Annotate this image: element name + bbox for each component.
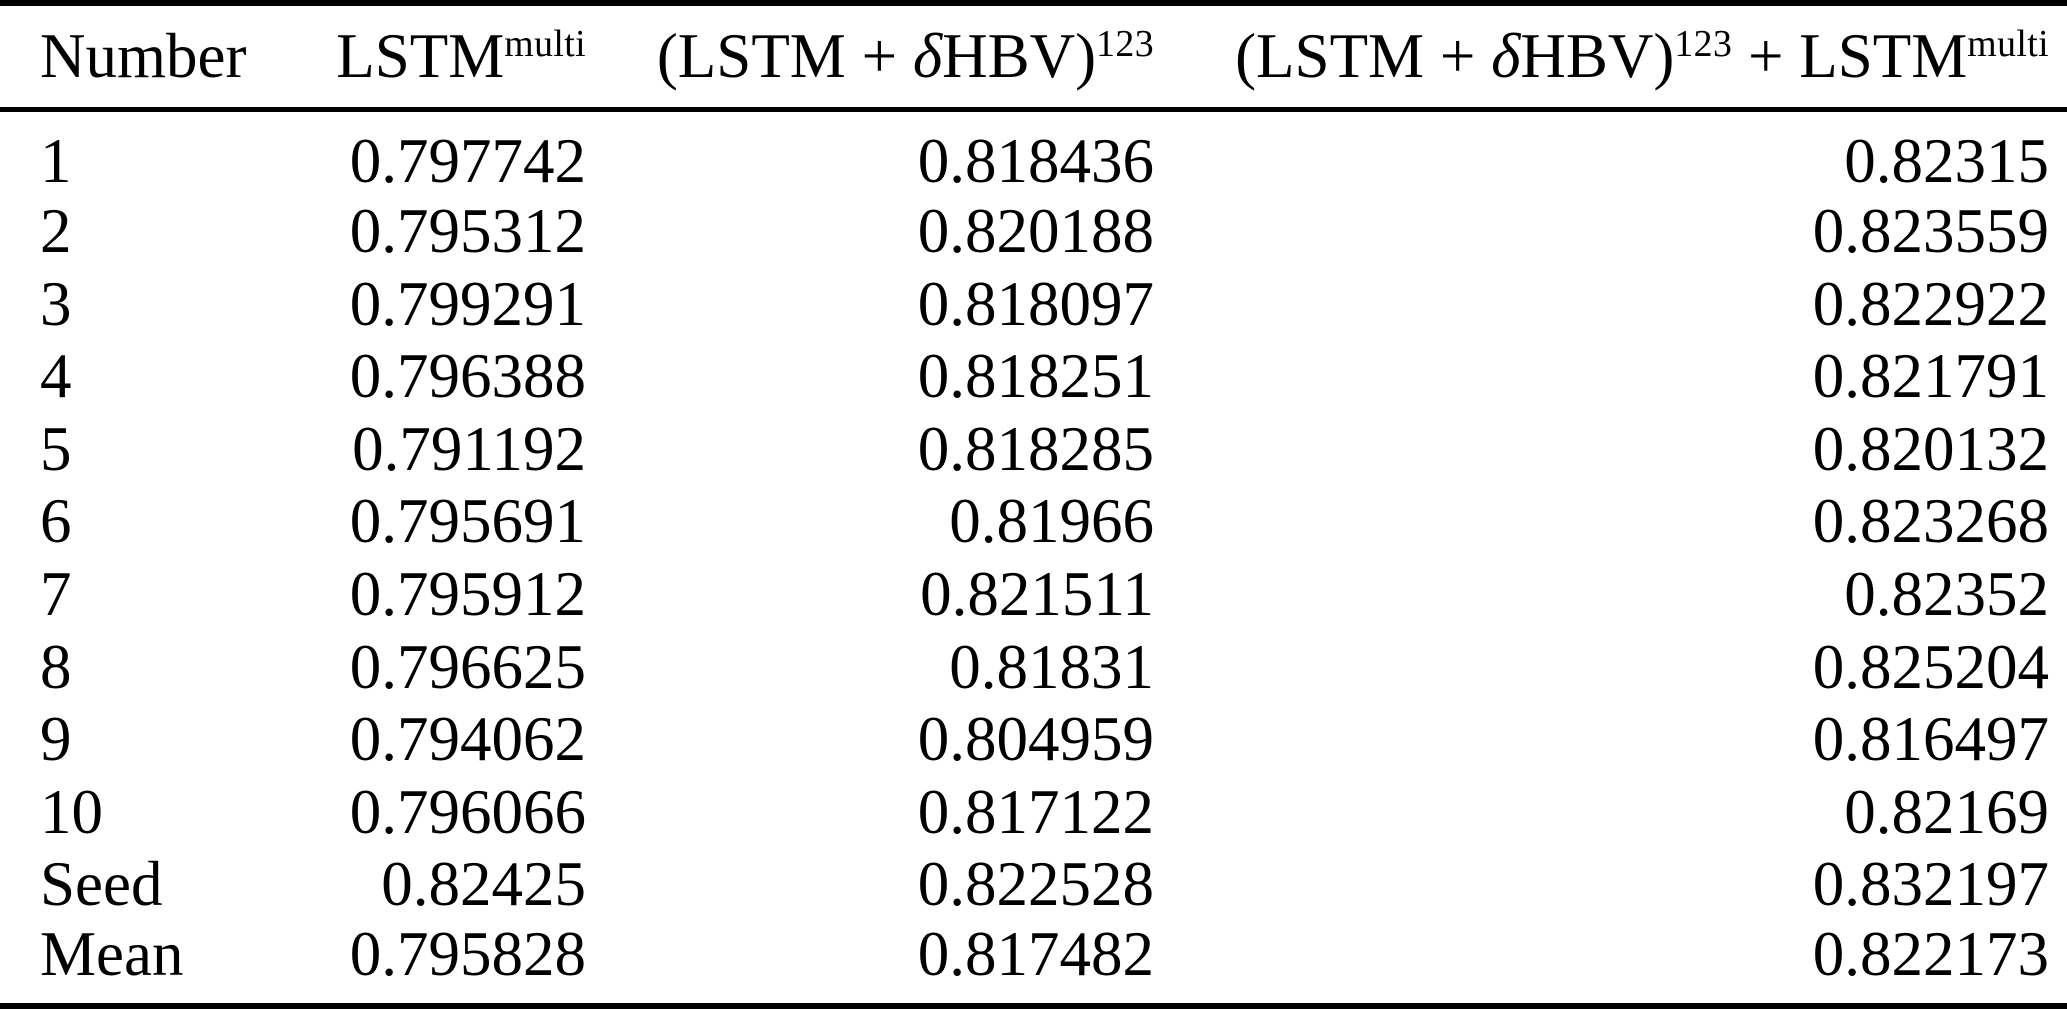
table-row: Seed 0.82425 0.822528 0.832197 <box>0 848 2067 921</box>
column-header-lstm-multi: LSTMmulti <box>250 3 587 109</box>
value-cell-lstm-dhbv: 0.804959 <box>917 704 1154 775</box>
value-cell-lstm-dhbv: 0.822528 <box>917 849 1154 920</box>
row-label: Mean <box>40 919 184 989</box>
value-cell-lstm-dhbv: 0.818251 <box>917 341 1154 412</box>
table-row: 1 0.797742 0.818436 0.82315 <box>0 109 2067 195</box>
table-header: Number LSTMmulti (LSTM + δHBV)123 (LSTM … <box>0 3 2067 109</box>
header-base-text: (LSTM + <box>656 20 913 91</box>
value-cell-lstm-multi: 0.795912 <box>349 558 586 629</box>
value-cell-lstm-dhbv-plus-lstm-multi: 0.82352 <box>1844 558 2049 629</box>
value-cell-lstm-dhbv-plus-lstm-multi: 0.825204 <box>1812 631 2049 702</box>
value-cell-lstm-multi: 0.795691 <box>349 486 586 557</box>
row-label: 10 <box>40 776 103 847</box>
row-label: 8 <box>40 631 72 702</box>
value-cell-lstm-dhbv-plus-lstm-multi: 0.82315 <box>1844 126 2049 197</box>
row-label: 2 <box>40 196 72 267</box>
value-cell-lstm-dhbv: 0.818285 <box>917 413 1154 484</box>
value-cell-lstm-dhbv-plus-lstm-multi: 0.82169 <box>1844 776 2049 847</box>
table-row: 10 0.796066 0.817122 0.82169 <box>0 776 2067 849</box>
value-cell-lstm-dhbv-plus-lstm-multi: 0.822922 <box>1812 268 2049 339</box>
header-base-text: HBV) <box>942 20 1097 91</box>
row-label: 9 <box>40 704 72 775</box>
value-cell-lstm-multi: 0.796388 <box>349 341 586 412</box>
header-base-text: HBV) <box>1520 20 1675 91</box>
value-cell-lstm-dhbv-plus-lstm-multi: 0.816497 <box>1812 704 2049 775</box>
value-cell-lstm-dhbv: 0.817122 <box>917 776 1154 847</box>
value-cell-lstm-dhbv: 0.820188 <box>917 196 1154 267</box>
header-superscript: multi <box>504 22 586 65</box>
header-superscript: 123 <box>1674 22 1733 65</box>
delta-symbol: δ <box>1491 20 1521 91</box>
header-row: Number LSTMmulti (LSTM + δHBV)123 (LSTM … <box>0 3 2067 109</box>
header-superscript: multi <box>1967 22 2049 65</box>
table-row: 7 0.795912 0.821511 0.82352 <box>0 558 2067 631</box>
column-header-lstm-dhbv: (LSTM + δHBV)123 <box>587 3 1155 109</box>
value-cell-lstm-multi: 0.791192 <box>352 413 586 484</box>
header-superscript: 123 <box>1096 22 1154 65</box>
table-row: 9 0.794062 0.804959 0.816497 <box>0 703 2067 776</box>
table-row: Mean 0.795828 0.817482 0.822173 <box>0 921 2067 1006</box>
table-row: 5 0.791192 0.818285 0.820132 <box>0 413 2067 486</box>
value-cell-lstm-dhbv-plus-lstm-multi: 0.832197 <box>1812 849 2049 920</box>
value-cell-lstm-dhbv: 0.818097 <box>917 268 1154 339</box>
header-base-text: (LSTM + <box>1235 20 1492 91</box>
table-row: 6 0.795691 0.81966 0.823268 <box>0 486 2067 559</box>
row-label: 5 <box>40 413 72 484</box>
value-cell-lstm-dhbv-plus-lstm-multi: 0.822173 <box>1812 919 2049 989</box>
row-label: 1 <box>40 126 72 197</box>
value-cell-lstm-dhbv: 0.821511 <box>920 558 1154 629</box>
value-cell-lstm-dhbv-plus-lstm-multi: 0.820132 <box>1812 413 2049 484</box>
header-base-text: LSTM <box>336 20 505 91</box>
table-body: 1 0.797742 0.818436 0.82315 2 0.795312 0… <box>0 109 2067 1006</box>
header-base-text: + LSTM <box>1732 20 1968 91</box>
table-row: 2 0.795312 0.820188 0.823559 <box>0 195 2067 268</box>
value-cell-lstm-dhbv: 0.818436 <box>917 126 1154 197</box>
value-cell-lstm-dhbv: 0.817482 <box>917 919 1154 989</box>
value-cell-lstm-dhbv-plus-lstm-multi: 0.823268 <box>1812 486 2049 557</box>
value-cell-lstm-multi: 0.795312 <box>349 196 586 267</box>
column-header-number: Number <box>40 20 247 91</box>
row-label: 3 <box>40 268 72 339</box>
table-row: 3 0.799291 0.818097 0.822922 <box>0 268 2067 341</box>
value-cell-lstm-dhbv-plus-lstm-multi: 0.821791 <box>1812 341 2049 412</box>
row-label: 4 <box>40 341 72 412</box>
row-label: Seed <box>40 849 163 920</box>
row-label: 6 <box>40 486 72 557</box>
value-cell-lstm-multi: 0.796066 <box>349 776 586 847</box>
value-cell-lstm-multi: 0.796625 <box>349 631 586 702</box>
row-label: 7 <box>40 558 72 629</box>
delta-symbol: δ <box>912 20 943 91</box>
value-cell-lstm-multi: 0.797742 <box>349 126 586 197</box>
table-row: 8 0.796625 0.81831 0.825204 <box>0 631 2067 704</box>
value-cell-lstm-dhbv: 0.81966 <box>949 486 1154 557</box>
value-cell-lstm-dhbv: 0.81831 <box>949 631 1154 702</box>
value-cell-lstm-multi: 0.799291 <box>349 268 586 339</box>
value-cell-lstm-multi: 0.795828 <box>349 919 586 989</box>
value-cell-lstm-multi: 0.82425 <box>381 849 586 920</box>
value-cell-lstm-multi: 0.794062 <box>349 704 586 775</box>
table-row: 4 0.796388 0.818251 0.821791 <box>0 341 2067 414</box>
value-cell-lstm-dhbv-plus-lstm-multi: 0.823559 <box>1812 196 2049 267</box>
column-header-lstm-dhbv-plus-lstm-multi: (LSTM + δHBV)123 + LSTMmulti <box>1155 3 2067 109</box>
